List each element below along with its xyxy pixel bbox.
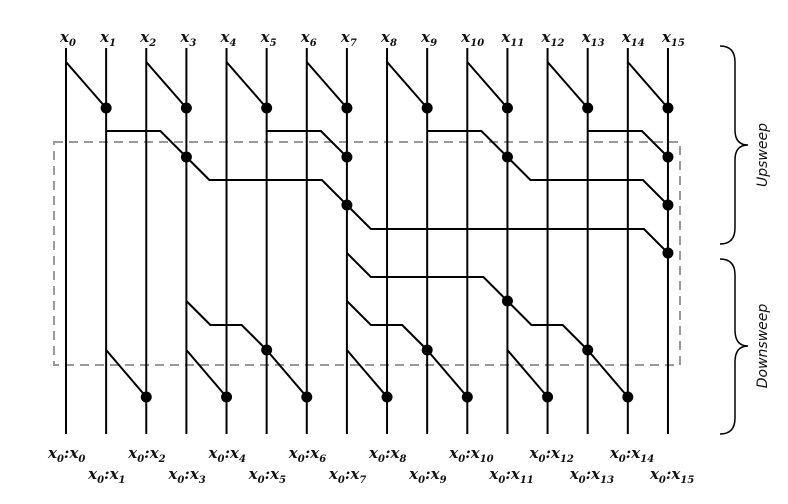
link-11-to-15 — [506, 156, 669, 206]
link-12-to-13 — [546, 61, 589, 109]
output-label-13: x0:x13 — [569, 465, 614, 486]
upsweep-label: Upsweep — [755, 123, 771, 187]
sum-node-15-13 — [662, 199, 674, 211]
downsweep-label: Downsweep — [755, 304, 771, 389]
input-label-11: x11 — [500, 28, 524, 49]
link-6-to-7 — [306, 61, 348, 109]
sum-node-8-22 — [381, 391, 393, 403]
input-label-4: x4 — [220, 28, 237, 49]
sum-node-5-2 — [261, 102, 273, 114]
input-label-15: x15 — [661, 28, 685, 49]
sum-node-11-15 — [501, 295, 513, 307]
link-3-to-7 — [185, 156, 348, 206]
sum-node-2-19 — [140, 391, 152, 403]
sum-node-10-23 — [461, 391, 473, 403]
sum-node-14-25 — [622, 391, 634, 403]
link-1-to-3 — [106, 130, 188, 158]
sum-node-13-6 — [582, 102, 594, 114]
input-label-13: x13 — [581, 28, 605, 49]
link-9-to-10 — [426, 349, 469, 398]
sum-node-9-17 — [421, 344, 433, 356]
sum-node-15-11 — [662, 151, 674, 163]
link-11-to-12 — [506, 349, 549, 398]
link-3-to-4 — [185, 349, 228, 398]
sum-node-12-24 — [542, 391, 554, 403]
link-7-to-9 — [346, 300, 428, 351]
sum-node-15-7 — [662, 102, 674, 114]
input-label-8: x8 — [380, 28, 397, 49]
link-7-to-15 — [346, 204, 669, 254]
output-label-4: x0:x4 — [208, 444, 246, 465]
input-label-14: x14 — [621, 28, 645, 49]
link-14-to-15 — [627, 61, 669, 109]
sum-node-11-5 — [501, 102, 513, 114]
link-5-to-6 — [265, 349, 308, 398]
output-label-0: x0:x0 — [47, 444, 85, 465]
sum-node-7-9 — [341, 151, 353, 163]
output-label-3: x0:x3 — [167, 465, 205, 486]
output-label-2: x0:x2 — [127, 444, 165, 465]
link-3-to-5 — [185, 300, 268, 351]
input-label-12: x12 — [541, 28, 565, 49]
sum-node-3-1 — [180, 102, 192, 114]
link-4-to-5 — [225, 61, 268, 109]
sum-node-7-12 — [341, 199, 353, 211]
link-9-to-11 — [427, 130, 509, 158]
output-label-14: x0:x14 — [609, 444, 654, 465]
link-5-to-7 — [266, 130, 348, 158]
output-label-6: x0:x6 — [288, 444, 326, 465]
sum-node-11-10 — [501, 151, 513, 163]
upsweep-brace — [719, 45, 749, 245]
sum-node-9-4 — [421, 102, 433, 114]
output-label-1: x0:x1 — [87, 465, 125, 486]
link-13-to-14 — [586, 349, 629, 398]
input-label-7: x7 — [340, 28, 357, 49]
sum-node-13-18 — [582, 344, 594, 356]
output-label-12: x0:x12 — [529, 444, 574, 465]
link-1-to-2 — [105, 349, 148, 398]
output-label-11: x0:x11 — [488, 465, 533, 486]
input-label-6: x6 — [300, 28, 317, 49]
output-label-7: x0:x7 — [328, 465, 366, 486]
input-label-0: x0 — [59, 28, 76, 49]
output-label-10: x0:x10 — [448, 444, 493, 465]
link-7-to-8 — [346, 349, 388, 398]
input-label-10: x10 — [460, 28, 484, 49]
sum-node-15-14 — [662, 247, 674, 259]
sum-node-6-21 — [301, 391, 313, 403]
sum-node-1-0 — [100, 102, 112, 114]
sum-node-4-20 — [221, 391, 233, 403]
link-10-to-11 — [466, 61, 509, 109]
input-label-9: x9 — [420, 28, 437, 49]
link-13-to-15 — [587, 130, 669, 158]
sum-node-7-3 — [341, 102, 353, 114]
dashed-region-box — [53, 141, 681, 366]
input-label-3: x3 — [179, 28, 196, 49]
link-2-to-3 — [145, 61, 188, 109]
link-8-to-9 — [386, 61, 428, 109]
output-label-9: x0:x9 — [408, 465, 446, 486]
input-label-2: x2 — [139, 28, 156, 49]
link-7-to-11 — [346, 252, 509, 302]
input-label-5: x5 — [260, 28, 277, 49]
output-label-15: x0:x15 — [649, 465, 694, 486]
link-11-to-13 — [506, 300, 589, 351]
input-label-1: x1 — [99, 28, 116, 49]
sum-node-5-16 — [261, 344, 273, 356]
link-0-to-1 — [65, 61, 107, 109]
output-label-8: x0:x8 — [368, 444, 406, 465]
output-label-5: x0:x5 — [248, 465, 286, 486]
sum-node-3-8 — [180, 151, 192, 163]
downsweep-brace — [719, 258, 749, 435]
